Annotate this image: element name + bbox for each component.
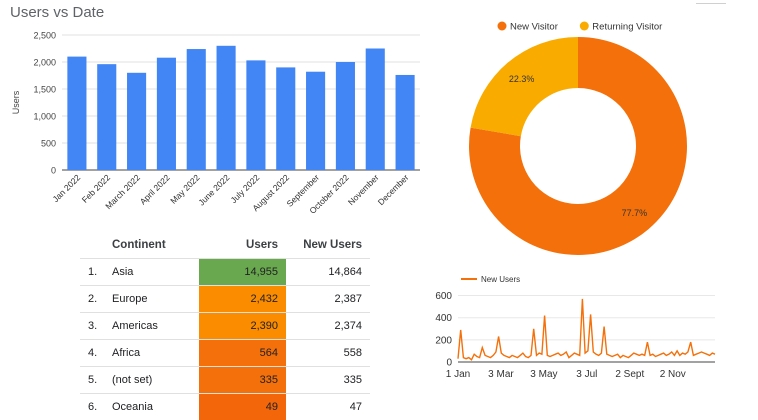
x-tick-label: December bbox=[376, 172, 411, 207]
legend-marker bbox=[580, 22, 589, 31]
row-continent: Americas bbox=[111, 313, 199, 340]
row-users: 2,390 bbox=[199, 313, 286, 340]
visitor-donut-chart: New Visitor Returning Visitor 77.7% 22.3% bbox=[430, 0, 758, 262]
x-tick-label: 2 Sept bbox=[615, 369, 644, 380]
bar bbox=[366, 49, 385, 171]
bar bbox=[157, 58, 176, 170]
slice-label: 22.3% bbox=[509, 74, 535, 84]
y-tick-label: 400 bbox=[435, 313, 452, 324]
bar bbox=[246, 60, 265, 170]
rank-header bbox=[80, 232, 111, 259]
y-tick-label: 200 bbox=[435, 335, 452, 346]
bar bbox=[306, 72, 325, 170]
x-tick-label: April 2022 bbox=[138, 172, 172, 206]
row-continent: (not set) bbox=[111, 367, 199, 394]
x-tick-label: 3 May bbox=[530, 369, 557, 380]
bar bbox=[217, 46, 236, 170]
y-tick-label: 600 bbox=[435, 291, 452, 302]
donut-chart-svg: New Visitor Returning Visitor 77.7% 22.3% bbox=[430, 0, 758, 262]
row-users: 2,432 bbox=[199, 286, 286, 313]
row-new-users: 2,374 bbox=[286, 313, 370, 340]
y-tick-label: 2,000 bbox=[33, 58, 56, 68]
legend-label: New Visitor bbox=[510, 22, 558, 33]
x-tick-label: November bbox=[346, 172, 381, 207]
users-header[interactable]: Users bbox=[199, 232, 286, 259]
legend-marker bbox=[498, 22, 507, 31]
bar bbox=[127, 73, 146, 170]
row-rank: 1. bbox=[80, 259, 111, 286]
x-tick-label: 3 Mar bbox=[488, 369, 514, 380]
new-users-header[interactable]: New Users bbox=[286, 232, 370, 259]
new-users-line-chart: New Users 0 200 400 600 1 Jan 3 Mar 3 May 3 Jul 2… bbox=[425, 268, 758, 407]
row-continent: Europe bbox=[111, 286, 199, 313]
legend-label: New Users bbox=[481, 275, 520, 284]
row-rank: 3. bbox=[80, 313, 111, 340]
y-tick-label: 1,000 bbox=[33, 112, 56, 122]
y-tick-label: 0 bbox=[446, 358, 452, 369]
continent-header[interactable]: Continent bbox=[111, 232, 199, 259]
bar bbox=[396, 75, 415, 170]
row-new-users: 2,387 bbox=[286, 286, 370, 313]
x-tick-label: June 2022 bbox=[196, 172, 231, 207]
y-tick-label: 1,500 bbox=[33, 85, 56, 95]
bar-chart-title: Users vs Date bbox=[10, 4, 104, 21]
bar bbox=[97, 64, 116, 170]
row-new-users: 335 bbox=[286, 367, 370, 394]
row-continent: Africa bbox=[111, 340, 199, 367]
x-tick-label: Jan 2022 bbox=[51, 172, 83, 204]
legend-label: Returning Visitor bbox=[592, 22, 662, 33]
x-tick-label: 1 Jan bbox=[446, 369, 470, 380]
table-header-row: Continent Users New Users bbox=[80, 232, 370, 259]
row-new-users: 14,864 bbox=[286, 259, 370, 286]
new-users-series-line bbox=[458, 299, 715, 360]
x-tick-label: 3 Jul bbox=[576, 369, 597, 380]
line-chart-svg: New Users 0 200 400 600 1 Jan 3 Mar 3 May 3 Jul 2… bbox=[425, 268, 758, 407]
bar bbox=[276, 67, 295, 170]
row-new-users: 558 bbox=[286, 340, 370, 367]
bar bbox=[67, 57, 86, 170]
row-rank: 2. bbox=[80, 286, 111, 313]
y-axis-label: Users bbox=[11, 90, 21, 114]
row-continent: Asia bbox=[111, 259, 199, 286]
donut-slice bbox=[471, 37, 578, 136]
y-tick-label: 2,500 bbox=[33, 31, 56, 41]
row-users: 564 bbox=[199, 340, 286, 367]
row-users: 14,955 bbox=[199, 259, 286, 286]
row-rank: 5. bbox=[80, 367, 111, 394]
bar bbox=[336, 62, 355, 170]
y-tick-label: 500 bbox=[41, 139, 56, 149]
users-vs-date-chart: Users vs Date 0 500 1,000 1,500 2,000 2,500 Us… bbox=[0, 0, 430, 225]
y-tick-label: 0 bbox=[51, 166, 56, 176]
row-rank: 4. bbox=[80, 340, 111, 367]
x-tick-label: 2 Nov bbox=[660, 369, 686, 380]
row-users: 335 bbox=[199, 367, 286, 394]
bar bbox=[187, 49, 206, 170]
slice-label: 77.7% bbox=[622, 208, 648, 218]
